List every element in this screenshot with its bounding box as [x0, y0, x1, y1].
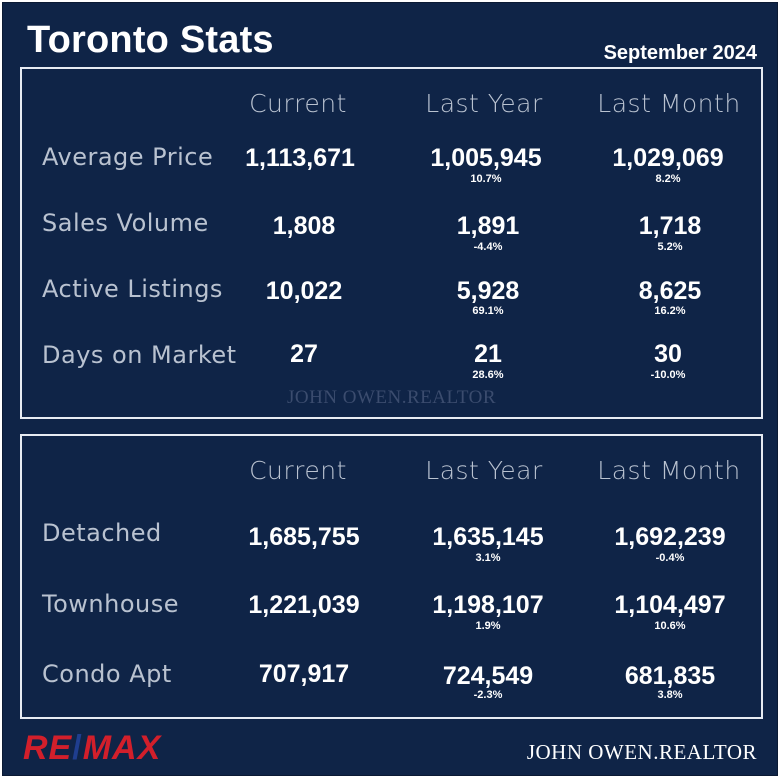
townhouse-current: 1,221,039	[248, 591, 360, 619]
active-listings-last-year-pct: 69.1%	[472, 305, 504, 317]
sales-volume-last-year-pct: -4.4%	[473, 241, 503, 253]
active-listings-current: 10,022	[265, 277, 343, 305]
townhouse-last-month-pct: 10.6%	[654, 620, 686, 632]
detached-last-month-pct: -0.4%	[655, 552, 685, 564]
remax-logo-max: MAX	[82, 729, 162, 767]
row-label-detached: Detached	[42, 519, 162, 547]
col-header-current: Current	[249, 456, 347, 485]
days-on-market-last-year: 21	[474, 340, 502, 368]
days-on-market-last-month-pct: -10.0%	[650, 369, 686, 381]
sales-volume-last-month: 1,718	[638, 212, 702, 240]
condo-apt-last-year-pct: -2.3%	[473, 689, 503, 701]
remax-logo: RE/MAX	[23, 729, 161, 768]
row-label-active-listings: Active Listings	[42, 275, 223, 303]
detached-last-month: 1,692,239	[614, 523, 726, 551]
col-header-last-year: Last Year	[425, 456, 543, 485]
row-label-townhouse: Townhouse	[42, 590, 179, 618]
col-header-last-month: Last Month	[597, 89, 741, 118]
condo-apt-current: 707,917	[258, 660, 350, 688]
average-price-last-year-pct: 10.7%	[470, 173, 502, 185]
report-date: September 2024	[603, 42, 757, 64]
townhouse-last-month: 1,104,497	[614, 591, 726, 619]
row-label-sales-volume: Sales Volume	[42, 209, 209, 237]
row-label-condo-apt: Condo Apt	[42, 660, 172, 688]
condo-apt-last-month-pct: 3.8%	[657, 689, 683, 701]
watermark: JOHN OWEN.REALTOR	[286, 387, 497, 408]
col-header-current: Current	[249, 89, 347, 118]
days-on-market-last-year-pct: 28.6%	[472, 369, 504, 381]
days-on-market-current: 27	[290, 340, 318, 368]
active-listings-last-month: 8,625	[638, 277, 702, 305]
summary-panel: Current Last Year Last Month Average Pri…	[20, 67, 763, 419]
col-header-last-month: Last Month	[597, 456, 741, 485]
detached-last-year: 1,635,145	[432, 523, 544, 551]
row-label-average-price: Average Price	[42, 143, 214, 171]
row-label-days-on-market: Days on Market	[42, 341, 237, 369]
property-type-panel: Current Last Year Last Month Detached 1,…	[20, 434, 763, 719]
active-listings-last-year: 5,928	[456, 277, 520, 305]
detached-current: 1,685,755	[248, 523, 360, 551]
average-price-last-month-pct: 8.2%	[655, 173, 681, 185]
sales-volume-current: 1,808	[272, 212, 336, 240]
active-listings-last-month-pct: 16.2%	[654, 305, 686, 317]
condo-apt-last-year: 724,549	[442, 662, 534, 690]
col-header-last-year: Last Year	[425, 89, 543, 118]
brand-signature: JOHN OWEN.REALTOR	[526, 740, 757, 764]
sales-volume-last-month-pct: 5.2%	[657, 241, 683, 253]
average-price-current: 1,113,671	[245, 144, 355, 172]
page-title: Toronto Stats	[27, 19, 274, 61]
average-price-last-month: 1,029,069	[612, 144, 724, 172]
sales-volume-last-year: 1,891	[456, 212, 520, 240]
townhouse-last-year: 1,198,107	[432, 591, 544, 619]
remax-logo-slash: /	[72, 729, 83, 767]
townhouse-last-year-pct: 1.9%	[475, 620, 501, 632]
remax-logo-re: RE	[23, 729, 73, 767]
days-on-market-last-month: 30	[654, 340, 682, 368]
detached-last-year-pct: 3.1%	[475, 552, 501, 564]
condo-apt-last-month: 681,835	[624, 662, 716, 690]
average-price-last-year: 1,005,945	[430, 144, 542, 172]
